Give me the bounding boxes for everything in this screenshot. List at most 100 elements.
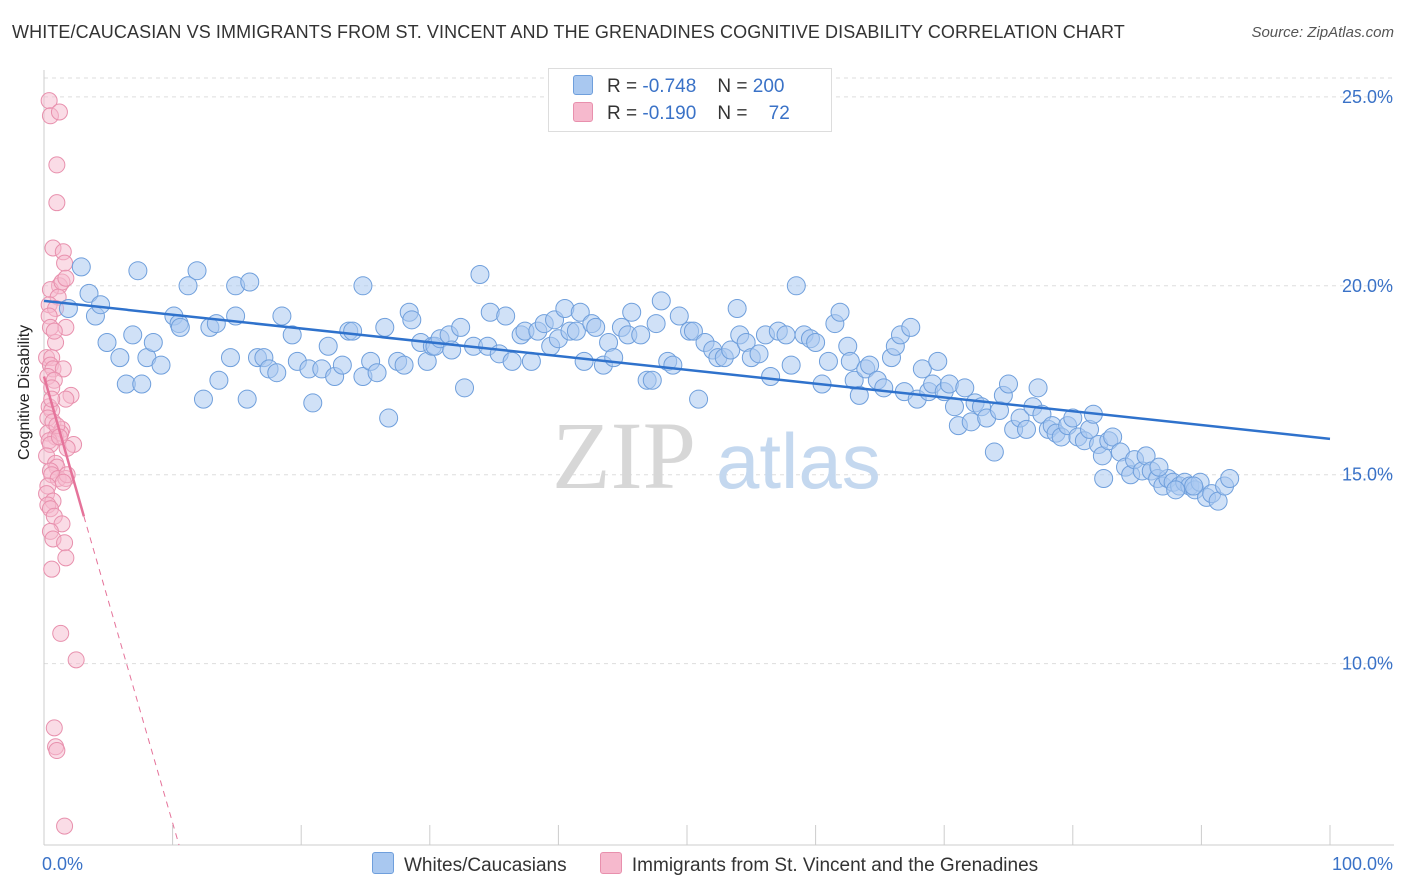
blue-data-point — [282, 325, 302, 345]
x-tick-label: 100.0% — [1332, 854, 1393, 874]
r-label: R = — [607, 103, 638, 124]
blue-data-point — [178, 276, 198, 296]
tick-labels: 10.0% 15.0% 20.0% 25.0% 0.0% 100.0% — [42, 87, 1393, 874]
pink-data-point — [67, 651, 85, 669]
blue-n-value: 200 — [752, 76, 785, 97]
blue-data-point — [502, 351, 522, 371]
pink-data-point — [57, 549, 75, 567]
blue-data-point — [1028, 378, 1048, 398]
blue-data-point — [1063, 408, 1083, 428]
pink-data-point — [45, 322, 63, 340]
blue-data-point — [151, 355, 171, 375]
legend-swatch-blue — [372, 852, 394, 874]
pink-data-point — [43, 560, 61, 578]
blue-data-point — [574, 351, 594, 371]
blue-data-point — [79, 283, 99, 303]
blue-data-point — [566, 321, 586, 341]
trend-lines — [42, 299, 1331, 846]
blue-data-point — [586, 317, 606, 337]
blue-data-point — [132, 374, 152, 394]
axes — [43, 70, 1394, 846]
y-tick-label: 20.0% — [1342, 276, 1393, 296]
legend-label-immigrants: Immigrants from St. Vincent and the Gren… — [631, 855, 1039, 876]
blue-data-point — [776, 325, 796, 345]
blue-data-point — [860, 355, 880, 375]
pink-swatch — [573, 102, 593, 122]
pink-data-point — [54, 360, 72, 378]
stats-box: R = -0.748 N = 200 R = -0.190 N = 72 — [548, 68, 832, 132]
blue-data-point — [642, 370, 662, 390]
blue-data-point — [394, 355, 414, 375]
blue-data-point — [1094, 469, 1114, 489]
pink-data-point — [48, 156, 66, 174]
blue-r-value: -0.748 — [642, 76, 697, 97]
y-tick-label: 10.0% — [1342, 654, 1393, 674]
pink-data-point — [48, 194, 66, 212]
blue-data-point — [1220, 469, 1240, 489]
pink-data-point — [57, 269, 75, 287]
blue-data-point — [663, 355, 683, 375]
blue-data-point — [646, 314, 666, 334]
blue-data-point — [1103, 427, 1123, 447]
blue-data-point — [220, 348, 240, 368]
blue-data-point — [781, 355, 801, 375]
blue-data-point — [193, 389, 213, 409]
blue-data-point — [97, 332, 117, 352]
blue-data-point — [332, 355, 352, 375]
blue-data-point — [71, 257, 91, 277]
blue-data-point — [1184, 476, 1204, 496]
blue-data-point — [1166, 480, 1186, 500]
blue-data-point — [849, 385, 869, 405]
blue-data-point — [209, 370, 229, 390]
blue-data-point — [818, 351, 838, 371]
blue-data-point — [143, 332, 163, 352]
blue-data-point — [451, 317, 471, 337]
blue-data-point — [470, 264, 490, 284]
blue-data-point — [761, 366, 781, 386]
pink-series-points — [38, 92, 85, 835]
blue-data-point — [375, 317, 395, 337]
pink-trend-extension — [83, 516, 180, 846]
blue-data-point — [622, 302, 642, 322]
pink-data-point — [48, 742, 66, 760]
pink-data-point — [54, 473, 72, 491]
blue-data-point — [830, 302, 850, 322]
stats-row-pink: R = -0.190 N = 72 — [573, 102, 790, 126]
pink-data-point — [45, 719, 63, 737]
watermark: ZIP atlas — [552, 402, 881, 509]
blue-data-point — [570, 302, 590, 322]
legend-label-whites: Whites/Caucasians — [404, 855, 567, 876]
blue-data-point — [123, 325, 143, 345]
blue-data-point — [749, 344, 769, 364]
pink-data-point — [57, 390, 75, 408]
blue-data-point — [806, 332, 826, 352]
blue-data-point — [206, 314, 226, 334]
blue-data-point — [455, 378, 475, 398]
legend-item-whites[interactable]: Whites/Caucasians — [372, 852, 567, 877]
n-label: N = — [717, 76, 748, 97]
blue-data-point — [651, 291, 671, 311]
legend-item-immigrants[interactable]: Immigrants from St. Vincent and the Gren… — [599, 852, 1039, 877]
blue-data-point — [874, 378, 894, 398]
blue-data-point — [669, 306, 689, 326]
blue-data-point — [379, 408, 399, 428]
y-tick-label: 15.0% — [1342, 465, 1393, 485]
blue-data-point — [689, 389, 709, 409]
blue-data-point — [1149, 457, 1169, 477]
blue-data-point — [901, 317, 921, 337]
blue-swatch — [573, 75, 593, 95]
blue-data-point — [928, 351, 948, 371]
blue-data-point — [237, 389, 257, 409]
y-tick-label: 25.0% — [1342, 87, 1393, 107]
n-label: N = — [717, 103, 748, 124]
y-axis-label: Cognitive Disability — [16, 324, 33, 460]
blue-data-point — [187, 261, 207, 281]
pink-trend-line — [42, 376, 86, 517]
pink-r-value: -0.190 — [642, 103, 697, 124]
blue-data-point — [110, 348, 130, 368]
pink-data-point — [52, 624, 70, 642]
blue-data-point — [343, 321, 363, 341]
blue-data-point — [496, 306, 516, 326]
chart-title: WHITE/CAUCASIAN VS IMMIGRANTS FROM ST. V… — [12, 22, 1125, 42]
